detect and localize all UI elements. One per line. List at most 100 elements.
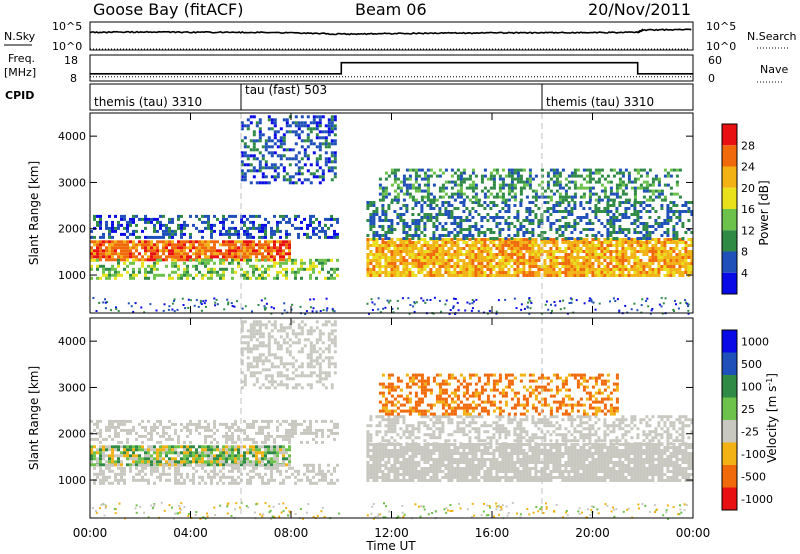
scatter-cell [366,446,370,449]
scatter-cell [96,472,99,476]
scatter-cell [189,460,192,464]
scatter-cell [309,258,312,262]
scatter-cell [666,174,670,178]
scatter-cell [189,249,192,253]
scatter-cell [99,217,102,221]
scatter-cell [438,271,442,274]
scatter-cell [228,445,231,449]
scatter-cell [375,473,379,476]
scatter-cell [180,249,183,253]
scatter-cell [333,422,336,426]
scatter-cell [435,174,439,178]
scatter-cell [651,256,655,259]
scatter-cell [507,192,511,196]
scatter-cell [108,475,111,479]
scatter-cell [648,265,652,268]
scatter-cell [372,443,376,446]
scatter-cell [327,434,330,438]
scatter-cell [204,273,207,277]
scatter-cell [582,259,586,262]
scatter-cell [639,265,643,268]
scatter-cell [387,256,391,259]
scatter-cell [213,445,216,449]
scatter-cell [273,214,276,218]
scatter-cell [279,235,282,239]
scatter-cell [591,234,595,237]
scatter-cell [243,220,246,224]
scatter-cell [225,255,228,259]
scatter-cell [516,234,520,237]
scatter-cell [102,454,105,458]
scatter-cell [678,250,682,253]
scatter-cell [177,469,180,473]
scatter-cell [477,259,481,262]
scatter-cell [168,276,171,280]
scatter-cell [237,252,240,256]
scatter-cell [474,210,478,213]
scatter-cell [393,241,397,244]
scatter-cell [108,258,111,262]
scatter-cell [180,246,183,250]
scatter-cell [441,265,445,268]
scatter-cell [480,265,484,268]
scatter-cell [324,217,327,221]
scatter-cell [393,265,397,268]
scatter-cell [588,195,592,199]
scatter-cell [294,422,297,426]
scatter-cell [546,241,550,244]
scatter-cell [522,186,526,190]
scatter-cell [673,310,675,312]
scatter-cell [205,305,207,308]
scatter-cell [396,299,399,302]
scatter-cell [120,258,123,262]
scatter-cell [657,180,661,184]
scatter-cell [525,228,529,231]
scatter-cell [471,247,475,250]
scatter-cell [639,268,643,271]
scatter-cell [627,216,631,219]
scatter-cell [204,299,207,302]
scatter-cell [246,478,249,482]
scatter-cell [297,127,301,131]
scatter-cell [294,425,297,429]
scatter-cell [642,241,646,244]
scatter-cell [369,219,373,222]
scatter-cell [102,255,105,259]
scatter-cell [433,296,436,299]
scatter-cell [123,232,126,236]
scatter-cell [384,177,388,181]
scatter-cell [120,428,123,432]
scatter-cell [243,428,246,432]
scatter-cell [501,238,505,241]
scatter-cell [252,133,256,137]
scatter-cell [498,195,502,199]
scatter-cell [252,139,256,143]
scatter-cell [390,228,394,231]
scatter-cell [417,268,421,271]
scatter-cell [111,258,114,262]
scatter-cell [294,258,297,262]
scatter-cell [285,276,288,280]
scatter-cell [260,299,263,302]
scatter-cell [126,229,129,233]
scatter-cell [147,451,150,455]
scatter-cell [438,207,442,210]
scatter-cell [573,222,577,225]
scatter-cell [282,166,286,170]
scatter-cell [417,201,421,204]
scatter-cell [264,160,268,164]
scatter-cell [324,139,328,143]
scatter-cell [519,177,523,181]
scatter-cell [408,195,412,199]
scatter-cell [177,214,180,218]
scatter-cell [198,240,201,244]
scatter-cell [282,463,285,467]
scatter-cell [210,434,213,438]
scatter-cell [576,244,580,247]
scatter-cell [489,268,493,271]
scatter-cell [219,448,222,452]
scatter-cell [258,121,262,125]
scatter-cell [510,247,514,250]
scatter-cell [207,255,210,259]
scatter-cell [153,235,156,239]
